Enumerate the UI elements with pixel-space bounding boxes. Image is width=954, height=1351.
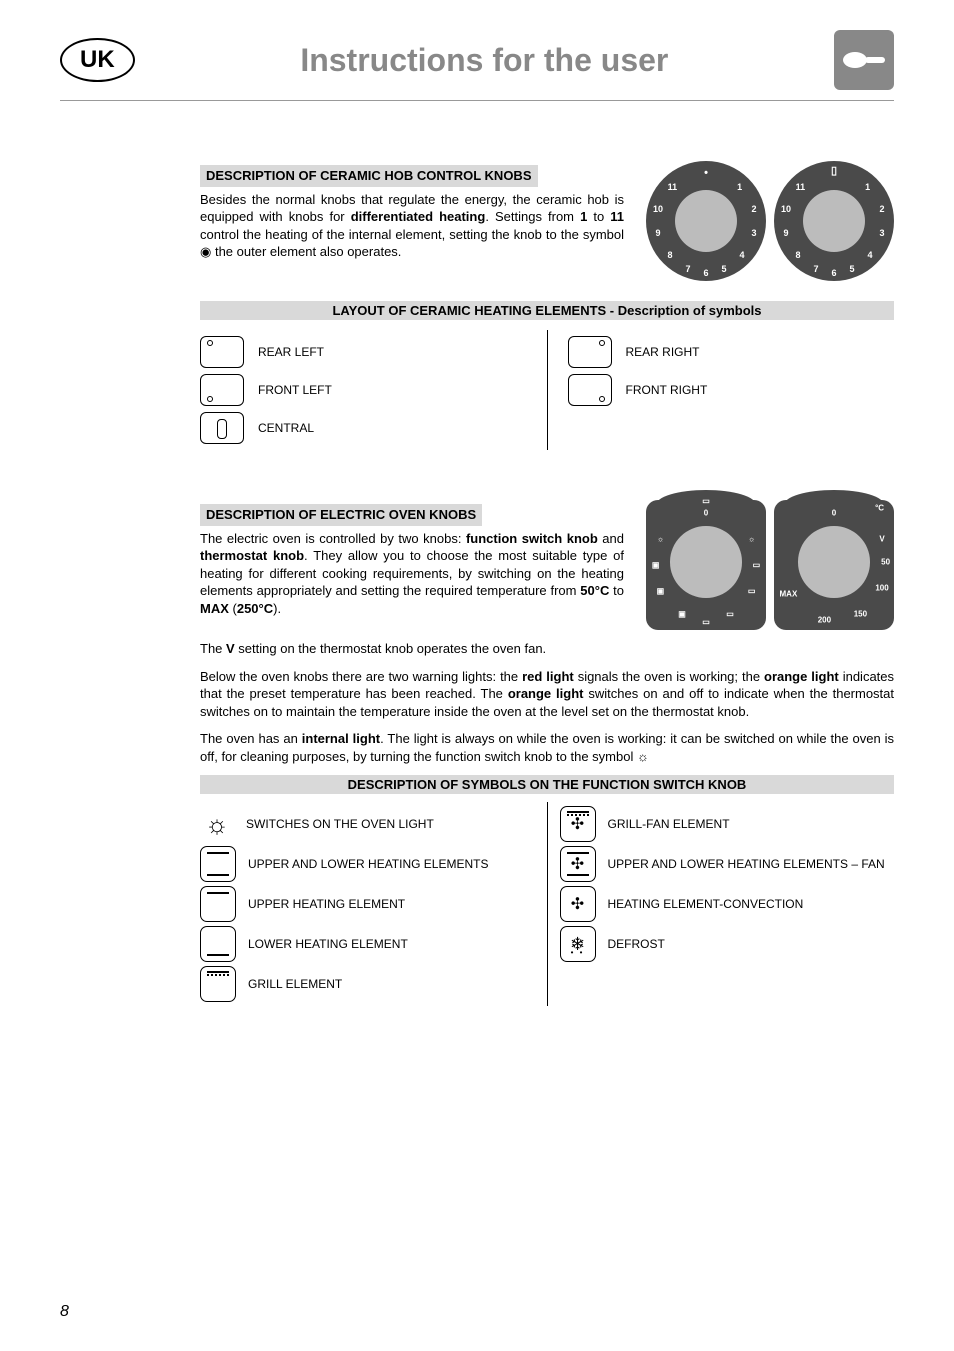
convection-icon: ✣ (560, 886, 596, 922)
pos-rear-right: REAR RIGHT (568, 336, 895, 368)
page-title: Instructions for the user (135, 42, 834, 79)
function-symbols-grid: ☼ SWITCHES ON THE OVEN LIGHT UPPER AND L… (200, 802, 894, 1006)
section3-title: DESCRIPTION OF ELECTRIC OVEN KNOBS (200, 504, 482, 526)
oven-knob-diagrams: 0 ▭ ☼ ▣ ▣ ▣ ▭ ▭ ▭ ▭ ☼ °C 0 V 50 (634, 500, 894, 630)
thermostat-knob-diagram: °C 0 V 50 100 150 200 MAX (774, 500, 894, 630)
hob-knobs-text: DESCRIPTION OF CERAMIC HOB CONTROL KNOBS… (200, 161, 624, 281)
defrost-icon: ❄• • (560, 926, 596, 962)
page-header: UK Instructions for the user (60, 30, 894, 90)
func-light: ☼ SWITCHES ON THE OVEN LIGHT (200, 806, 535, 842)
hob-icon-central (200, 412, 244, 444)
upper-icon (200, 886, 236, 922)
func-grill: GRILL ELEMENT (200, 966, 535, 1002)
hob-knob-dial-dot: • 1 2 3 4 5 6 7 8 9 10 11 (646, 161, 766, 281)
upper-lower-icon (200, 846, 236, 882)
hob-icon-rear-right (568, 336, 612, 368)
section1-title: DESCRIPTION OF CERAMIC HOB CONTROL KNOBS (200, 165, 538, 187)
pos-central: CENTRAL (200, 412, 527, 444)
func-upper: UPPER HEATING ELEMENT (200, 886, 535, 922)
hob-knob-diagrams: • 1 2 3 4 5 6 7 8 9 10 11 ▯ 1 2 (634, 161, 894, 281)
pos-front-right: FRONT RIGHT (568, 374, 895, 406)
func-upper-lower-fan: ✣ UPPER AND LOWER HEATING ELEMENTS – FAN (560, 846, 895, 882)
hob-icon-front-left (200, 374, 244, 406)
header-divider (60, 100, 894, 101)
section2-title: LAYOUT OF CERAMIC HEATING ELEMENTS - Des… (200, 301, 894, 320)
grill-icon (200, 966, 236, 1002)
pos-rear-left: REAR LEFT (200, 336, 527, 368)
pos-front-left: FRONT LEFT (200, 374, 527, 406)
function-knob-diagram: 0 ▭ ☼ ▣ ▣ ▣ ▭ ▭ ▭ ▭ ☼ (646, 500, 766, 630)
oven-p4: The oven has an internal light. The ligh… (200, 730, 894, 765)
func-convection: ✣ HEATING ELEMENT-CONVECTION (560, 886, 895, 922)
hob-icon-rear-left (200, 336, 244, 368)
oven-p2: The V setting on the thermostat knob ope… (200, 640, 894, 658)
upper-lower-fan-icon: ✣ (560, 846, 596, 882)
oven-knobs-text: DESCRIPTION OF ELECTRIC OVEN KNOBS The e… (200, 500, 624, 630)
hob-icon-front-right (568, 374, 612, 406)
func-upper-lower: UPPER AND LOWER HEATING ELEMENTS (200, 846, 535, 882)
section4-title: DESCRIPTION OF SYMBOLS ON THE FUNCTION S… (200, 775, 894, 794)
func-defrost: ❄• • DEFROST (560, 926, 895, 962)
func-grill-fan: ✣ GRILL-FAN ELEMENT (560, 806, 895, 842)
page-number: 8 (60, 1303, 69, 1321)
grill-fan-icon: ✣ (560, 806, 596, 842)
oven-p3: Below the oven knobs there are two warni… (200, 668, 894, 721)
spoon-icon (834, 30, 894, 90)
func-lower: LOWER HEATING ELEMENT (200, 926, 535, 962)
lower-icon (200, 926, 236, 962)
region-badge: UK (60, 38, 135, 82)
hob-layout-grid: REAR LEFT FRONT LEFT CENTRAL REAR RIGHT (200, 330, 894, 450)
hob-knob-dial-oval: ▯ 1 2 3 4 5 6 7 8 9 10 11 (774, 161, 894, 281)
light-icon: ☼ (200, 807, 234, 841)
